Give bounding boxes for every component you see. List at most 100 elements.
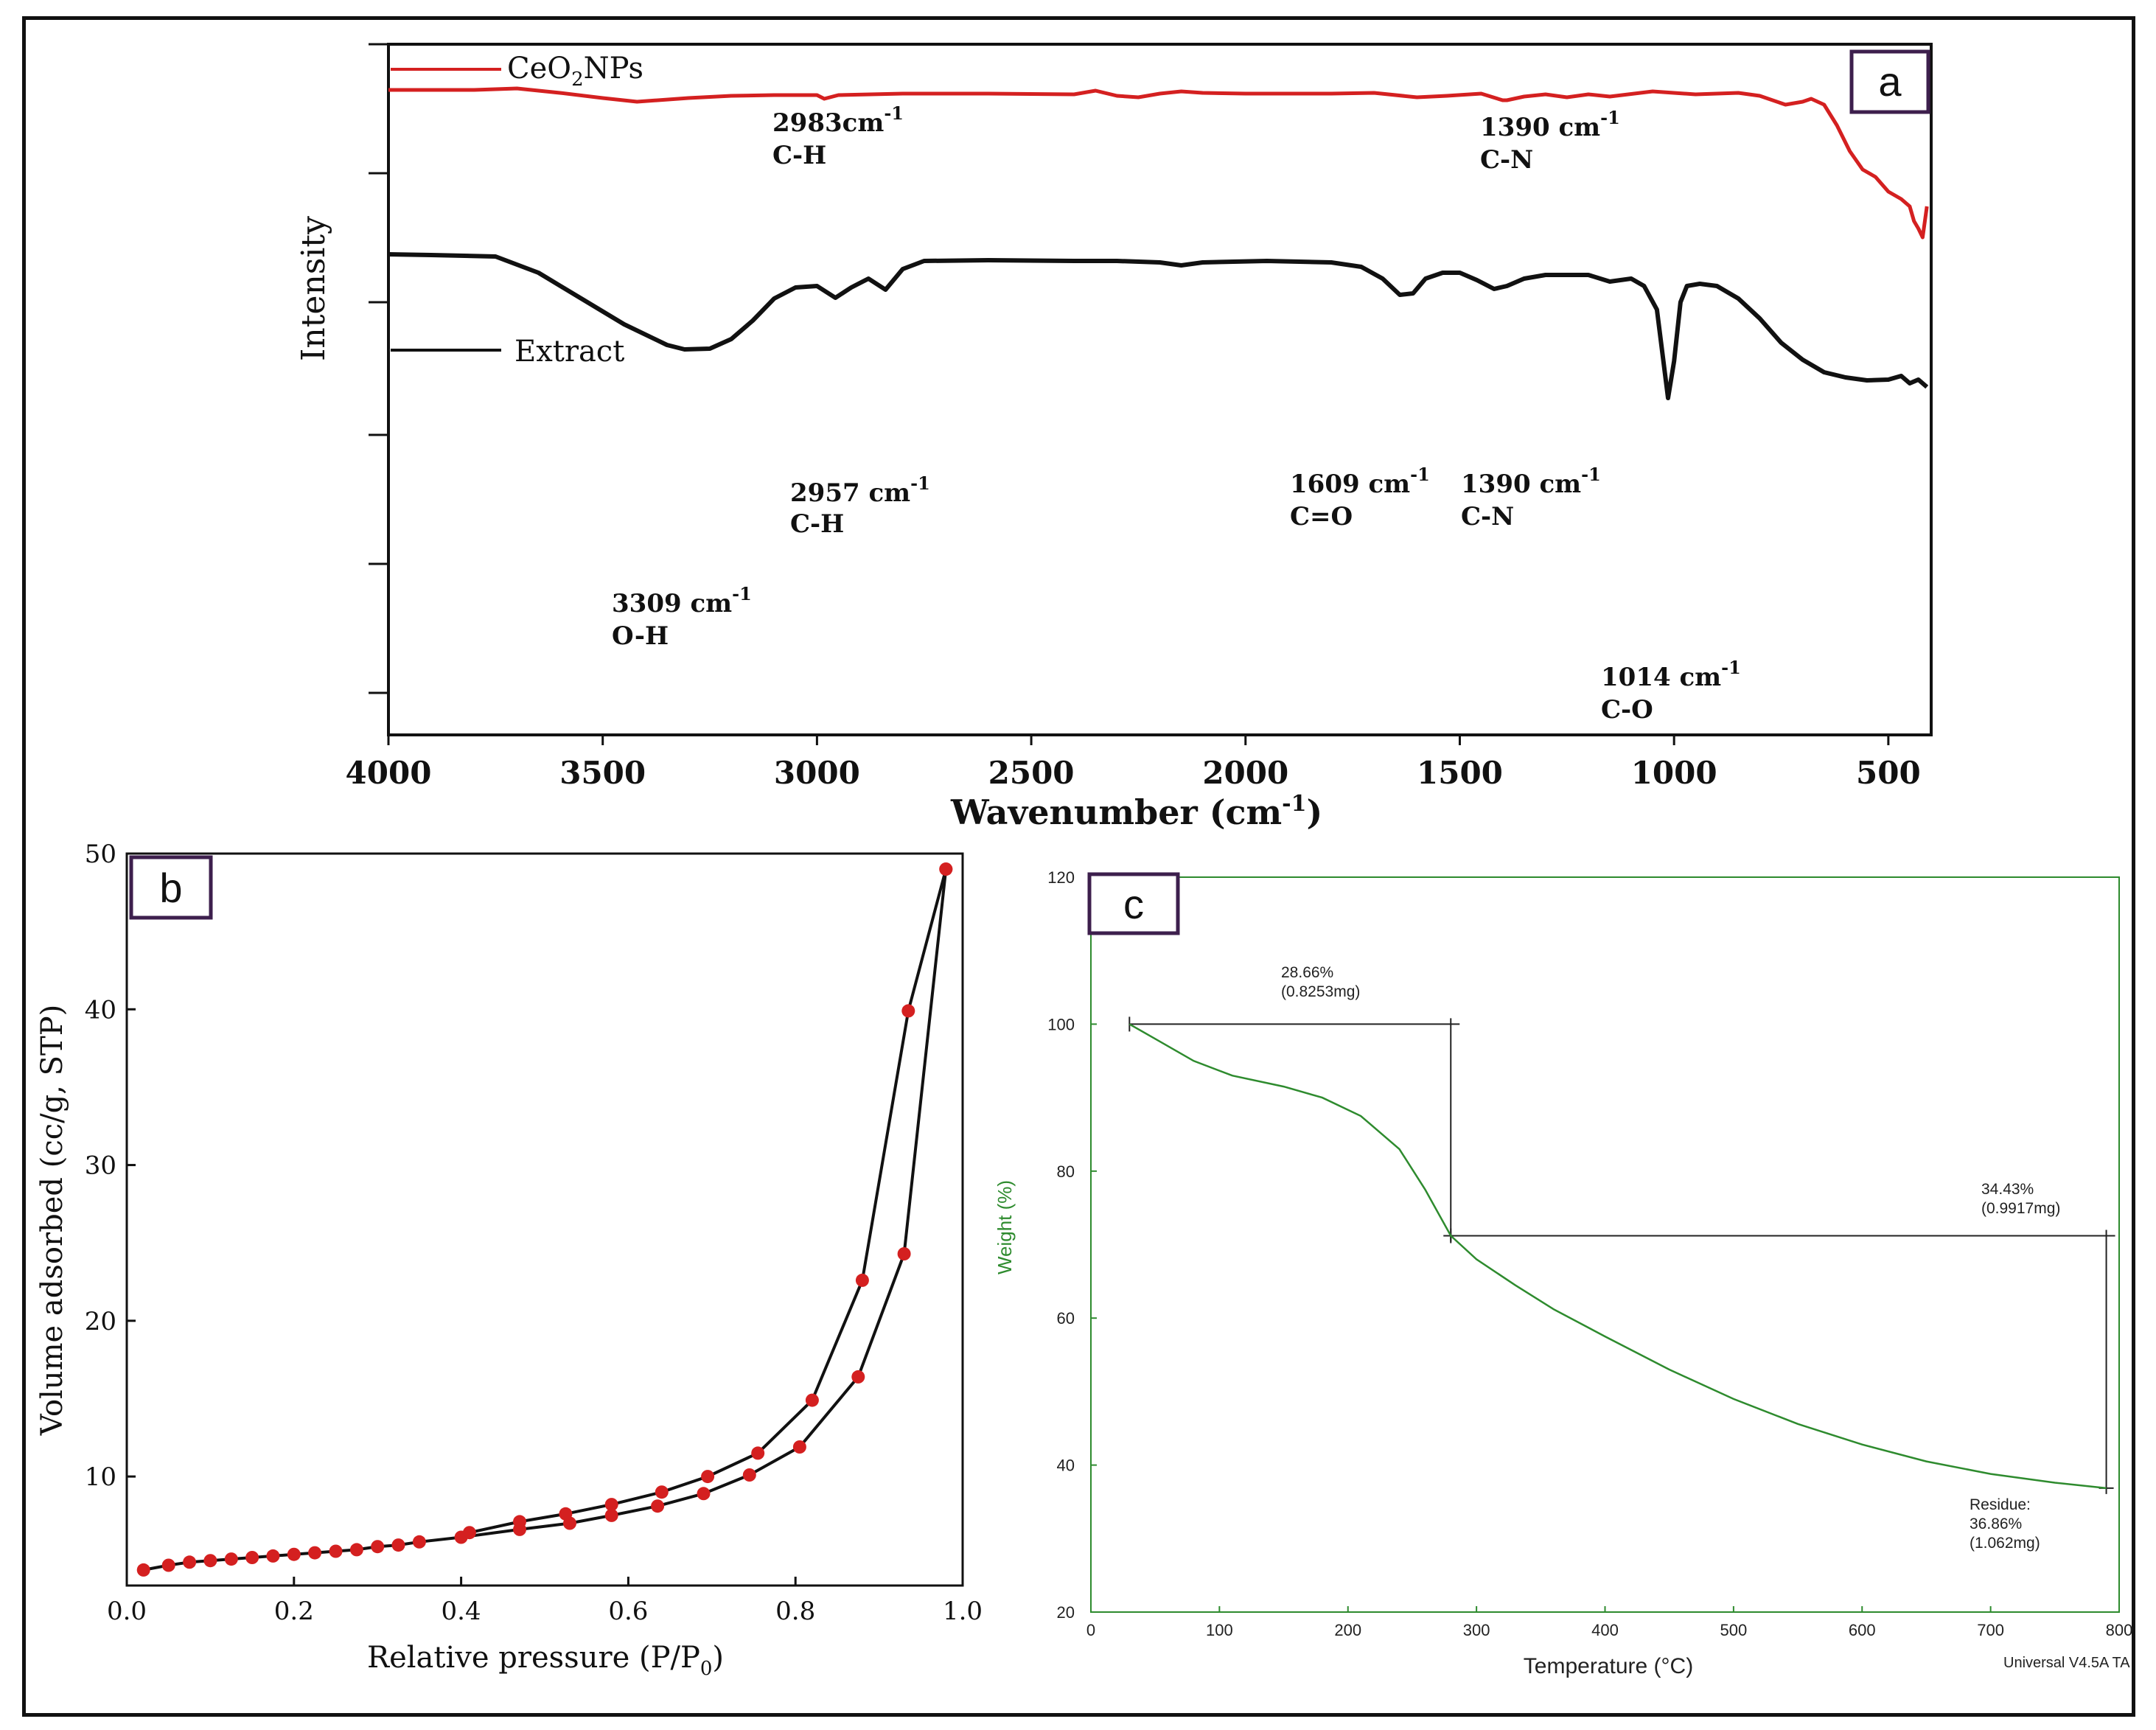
panel-c-x-tick-label: 800 [2106, 1621, 2133, 1639]
panel-c-series [1128, 1023, 2107, 1490]
isotherm-point [462, 1526, 476, 1540]
panel-c-x-tick-label: 200 [1334, 1621, 1361, 1639]
isotherm-point [855, 1273, 869, 1287]
isotherm-point [701, 1470, 715, 1484]
panel-c: 0 100 200 300 400 500 600 700 80020406080100120 … [994, 868, 2132, 1678]
panel-a-y-ticks [369, 43, 388, 694]
panel-c-x-tick-label: 400 [1591, 1621, 1619, 1639]
panel-a-x-tick-label: 3500 [559, 755, 646, 791]
isotherm-point [751, 1446, 765, 1460]
isotherm-point [183, 1555, 197, 1569]
annotation-extract-3309-bond: O-H [612, 621, 669, 651]
panel-c-ticks: 0 100 200 300 400 500 600 700 800 20 40 60 80 100 120 [1047, 868, 2132, 1639]
panel-c-y-tick-label: 80 [1057, 1162, 1075, 1181]
panel-c-y-tick-label: 20 [1057, 1603, 1075, 1622]
panel-b-y-tick-label: 50 [85, 840, 116, 869]
panel-c-label-box [1087, 872, 1180, 935]
panel-b-x-tick-label: 1.0 [943, 1597, 983, 1626]
panel-b-x-tick-label: 0.4 [442, 1597, 481, 1626]
panel-a-plot-frame [387, 43, 1933, 736]
panel-a-label: a [1878, 58, 1902, 105]
panel-c-y-tick-label: 40 [1057, 1457, 1075, 1475]
panel-b-x-tick-label: 0.2 [274, 1597, 314, 1626]
isotherm-point [308, 1546, 322, 1560]
panel-a-legend: CeO2NPs Extract [391, 52, 643, 369]
panel-b-label: b [159, 865, 182, 911]
annotation-extract-2957: 2957 cm-1 [790, 472, 930, 508]
annotation-extract-1390-bond: C-N [1461, 502, 1514, 531]
panel-c-x-tick-label: 0 [1086, 1621, 1095, 1639]
isotherm-point [604, 1498, 618, 1512]
legend-label-extract: Extract [514, 335, 624, 369]
isotherm-point [792, 1440, 806, 1454]
isotherm-point [245, 1551, 259, 1564]
panel-b-y-tick-label: 30 [85, 1151, 116, 1181]
isotherm-point [391, 1538, 405, 1552]
annotation-ceo2-1390: 1390 cm-1 [1480, 107, 1620, 142]
panel-a-y-axis-label: Intensity [295, 216, 332, 361]
panel-a-series [388, 86, 1929, 400]
panel-c-y-tick-label: 120 [1047, 868, 1075, 887]
annotation-extract-3309: 3309 cm-1 [612, 583, 752, 618]
isotherm-point [897, 1247, 911, 1260]
step2-percent: 34.43% [1981, 1181, 2034, 1198]
panel-b-y-tick-label: 40 [85, 995, 116, 1025]
panel-b-x-tick-label: 0.6 [608, 1597, 648, 1626]
panel-a-x-tick-label: 500 [1856, 755, 1921, 791]
panel-b-y-axis-label: Volume adsorbed (cc/g, STP) [35, 1005, 69, 1436]
panel-a-x-tick-label: 1000 [1631, 755, 1717, 791]
isotherm-adsorption-line [143, 868, 948, 1572]
panel-c-y-axis-label: Weight (%) [994, 1180, 1016, 1274]
panel-a-x-axis-label: Wavenumber (cm-1) [950, 791, 1322, 832]
isotherm-point [349, 1543, 363, 1557]
panel-a: 4000 3500 3000 2500 2000 1500 1000 500 Intensit… [295, 43, 1933, 832]
step1-mass: (0.8253mg) [1281, 983, 1360, 1000]
step2-mass: (0.9917mg) [1981, 1200, 2060, 1217]
panel-a-annotations: 2983cm-1 C-H 1390 cm-1 C-N 2957 cm-1 C-H… [612, 102, 1741, 725]
isotherm-point [742, 1468, 756, 1482]
annotation-extract-1014: 1014 cm-1 [1601, 657, 1741, 692]
residue-percent: 36.86% [1970, 1516, 2022, 1532]
isotherm-point [805, 1393, 819, 1407]
panel-c-plot-frame [1090, 876, 2120, 1613]
panel-a-x-tick-label: 4000 [346, 755, 432, 791]
panel-b-y-tick-label: 10 [85, 1462, 116, 1492]
panel-a-x-tick-label: 2000 [1202, 755, 1288, 791]
isotherm-point [266, 1549, 280, 1563]
panel-b-y-tick-label: 20 [85, 1307, 116, 1336]
panel-c-x-tick-label: 600 [1849, 1621, 1876, 1639]
panel-c-x-axis-label: Temperature (°C) [1524, 1654, 1693, 1678]
panel-b: 0.0 0.2 0.4 0.6 0.8 1.0 10 20 30 40 50 Volume adso… [35, 840, 983, 1680]
spectrum-ceo [388, 86, 1929, 240]
isotherm-point [224, 1552, 238, 1566]
panel-c-annotations: 28.66% (0.8253mg) 34.43% (0.9917mg) Resi… [1281, 964, 2060, 1552]
panel-a-x-tick-label: 3000 [774, 755, 860, 791]
isotherm-point [697, 1487, 711, 1501]
isotherm-point [513, 1515, 526, 1529]
isotherm-point [329, 1544, 343, 1558]
annotation-extract-2957-bond: C-H [790, 509, 844, 539]
isotherm-point [412, 1535, 426, 1549]
panel-b-plot-frame [125, 852, 964, 1587]
isotherm-desorption-line [469, 868, 948, 1535]
tga-weight-curve [1128, 1023, 2107, 1490]
panel-c-x-tick-label: 300 [1463, 1621, 1490, 1639]
figure-frame [22, 16, 2135, 1717]
annotation-ceo2-1390-bond: C-N [1480, 145, 1533, 175]
isotherm-point [287, 1547, 301, 1561]
isotherm-point [203, 1554, 217, 1568]
isotherm-point [161, 1558, 175, 1572]
annotation-ceo2-2983-bond: C-H [772, 141, 826, 170]
isotherm-point [651, 1499, 665, 1513]
panel-a-x-tick-label: 1500 [1417, 755, 1503, 791]
annotation-extract-1014-bond: C-O [1601, 695, 1653, 725]
panel-c-x-tick-label: 100 [1206, 1621, 1233, 1639]
panel-c-x-tick-label: 700 [1977, 1621, 2004, 1639]
isotherm-point [371, 1540, 385, 1554]
isotherm-point [851, 1370, 865, 1384]
panel-c-y-tick-label: 100 [1047, 1015, 1075, 1033]
panel-b-x-tick-label: 0.8 [775, 1597, 815, 1626]
isotherm-point [136, 1563, 150, 1577]
panel-a-label-box [1849, 49, 1930, 114]
